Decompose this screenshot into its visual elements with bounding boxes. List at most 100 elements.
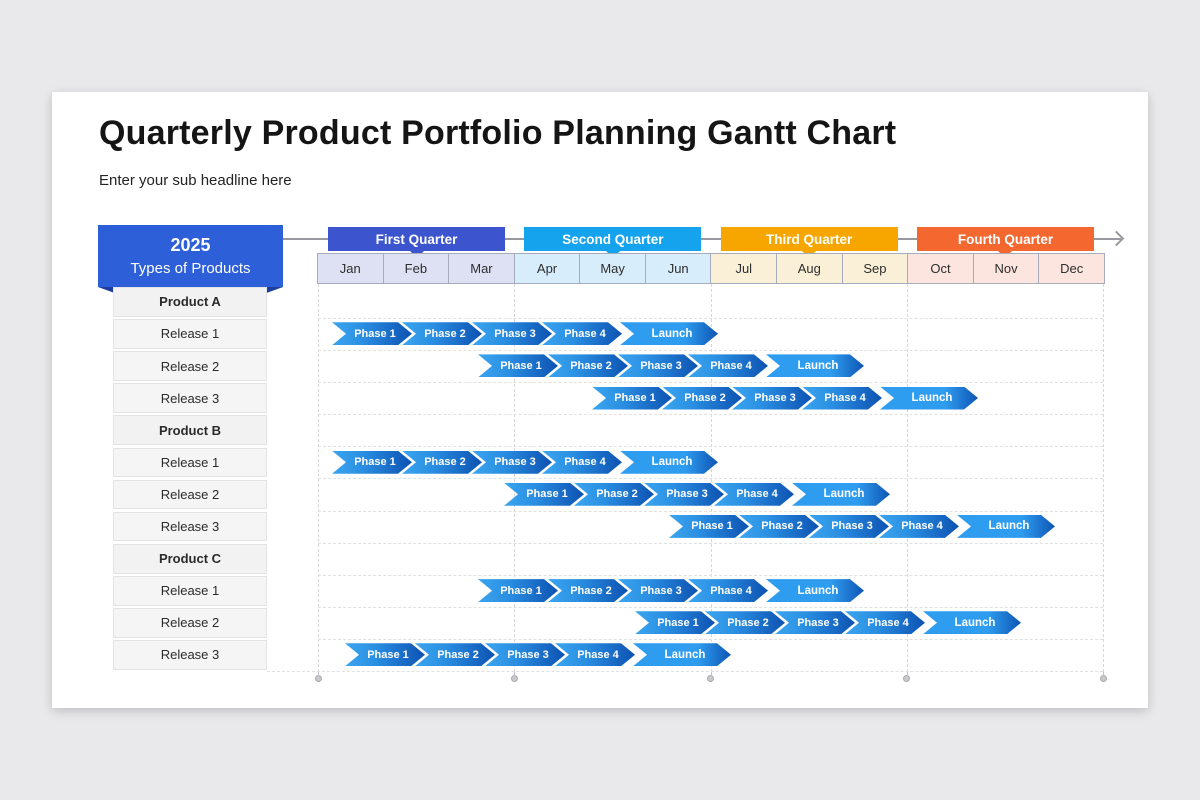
phase-segment-label: Phase 2 <box>402 450 482 474</box>
quarter-gridline <box>514 284 516 672</box>
phase-segment-phase-4: Phase 4 <box>542 322 622 346</box>
phase-segment-phase-2: Phase 2 <box>402 450 482 474</box>
phase-segment-phase-4: Phase 4 <box>688 354 768 378</box>
phase-segment-phase-1: Phase 1 <box>635 611 715 635</box>
launch-segment-label: Launch <box>880 386 978 410</box>
ribbon-label: Types of Products <box>130 260 251 277</box>
phase-segment-label: Phase 4 <box>555 643 635 667</box>
quarter-gridline <box>906 284 908 672</box>
phase-segment-label: Phase 3 <box>809 514 889 538</box>
row-separator <box>318 510 1103 512</box>
quarter-box-fourth-quarter: Fourth Quarter <box>916 227 1094 251</box>
gantt-bar-product-b-release-3: Phase 1 Phase 2 Phase 3 Phase 4 Launch <box>669 514 1055 538</box>
launch-segment: Launch <box>766 579 864 603</box>
phase-segment-label: Phase 3 <box>775 611 855 635</box>
timeline-arrow-icon <box>1108 230 1125 247</box>
year-ribbon: 2025 Types of Products <box>98 225 283 287</box>
phase-segment-label: Phase 1 <box>345 643 425 667</box>
phase-segment-phase-3: Phase 3 <box>618 354 698 378</box>
row-separator <box>318 317 1103 319</box>
phase-segment-phase-4: Phase 4 <box>555 643 635 667</box>
phase-segment-phase-4: Phase 4 <box>542 450 622 474</box>
launch-segment: Launch <box>633 643 731 667</box>
launch-segment: Launch <box>620 322 718 346</box>
launch-segment: Launch <box>957 514 1055 538</box>
phase-segment-label: Phase 1 <box>332 450 412 474</box>
phase-segment-phase-1: Phase 1 <box>478 579 558 603</box>
launch-segment-label: Launch <box>957 514 1055 538</box>
phase-segment-phase-4: Phase 4 <box>714 482 794 506</box>
launch-segment-label: Launch <box>792 482 890 506</box>
phase-segment-phase-4: Phase 4 <box>802 386 882 410</box>
phase-segment-label: Phase 1 <box>478 579 558 603</box>
phase-segment-label: Phase 2 <box>548 354 628 378</box>
launch-segment-label: Launch <box>633 643 731 667</box>
row-label-product-b-release-3: Release 3 <box>113 511 267 542</box>
phase-segment-phase-3: Phase 3 <box>472 450 552 474</box>
launch-segment: Launch <box>766 354 864 378</box>
phase-segment-label: Phase 1 <box>478 354 558 378</box>
month-cell-jun: Jun <box>644 254 711 283</box>
phase-segment-phase-2: Phase 2 <box>415 643 495 667</box>
launch-segment-label: Launch <box>620 450 718 474</box>
launch-segment-label: Launch <box>766 354 864 378</box>
phase-segment-label: Phase 4 <box>845 611 925 635</box>
phase-segment-phase-3: Phase 3 <box>775 611 855 635</box>
month-cell-jan: Jan <box>318 254 383 283</box>
phase-segment-label: Phase 4 <box>714 482 794 506</box>
row-separator <box>318 638 1103 640</box>
month-cell-sep: Sep <box>841 254 908 283</box>
month-cell-mar: Mar <box>448 254 514 283</box>
gantt-bar-product-c-release-2: Phase 1 Phase 2 Phase 3 Phase 4 Launch <box>635 611 1021 635</box>
phase-segment-label: Phase 1 <box>504 482 584 506</box>
phase-segment-phase-2: Phase 2 <box>574 482 654 506</box>
phase-segment-label: Phase 1 <box>635 611 715 635</box>
quarter-gridline <box>1103 284 1105 672</box>
quarter-marker-icon <box>903 672 911 682</box>
row-label-product-c-release-2: Release 2 <box>113 608 267 638</box>
phase-segment-label: Phase 4 <box>802 386 882 410</box>
phase-segment-phase-1: Phase 1 <box>478 354 558 378</box>
phase-segment-label: Phase 3 <box>732 386 812 410</box>
phase-segment-phase-3: Phase 3 <box>472 322 552 346</box>
quarter-gridline <box>710 284 712 672</box>
phase-segment-phase-2: Phase 2 <box>548 354 628 378</box>
row-label-product-a-release-1: Release 1 <box>113 319 267 349</box>
phase-segment-label: Phase 3 <box>472 322 552 346</box>
row-label-product-c-release-3: Release 3 <box>113 640 267 670</box>
gantt-bar-product-c-release-3: Phase 1 Phase 2 Phase 3 Phase 4 Launch <box>345 643 731 667</box>
gantt-bar-product-b-release-1: Phase 1 Phase 2 Phase 3 Phase 4 Launch <box>332 450 718 474</box>
gantt-bar-product-a-release-2: Phase 1 Phase 2 Phase 3 Phase 4 Launch <box>478 354 864 378</box>
phase-segment-label: Phase 2 <box>574 482 654 506</box>
month-cell-nov: Nov <box>972 254 1039 283</box>
quarter-marker-icon <box>510 672 518 682</box>
row-separator <box>318 478 1103 480</box>
month-cell-oct: Oct <box>907 254 973 283</box>
row-label-product-b-release-2: Release 2 <box>113 479 267 510</box>
row-separator <box>318 382 1103 384</box>
month-cell-may: May <box>579 254 645 283</box>
phase-segment-phase-4: Phase 4 <box>879 514 959 538</box>
month-cell-aug: Aug <box>776 254 842 283</box>
gantt-bar-product-b-release-2: Phase 1 Phase 2 Phase 3 Phase 4 Launch <box>504 482 890 506</box>
month-cell-feb: Feb <box>382 254 449 283</box>
phase-segment-phase-3: Phase 3 <box>618 579 698 603</box>
phase-segment-phase-1: Phase 1 <box>345 643 425 667</box>
phase-segment-label: Phase 1 <box>332 322 412 346</box>
row-label-product-b-release-1: Release 1 <box>113 447 267 478</box>
month-cell-jul: Jul <box>710 254 777 283</box>
phase-segment-phase-2: Phase 2 <box>705 611 785 635</box>
row-separator <box>318 542 1103 544</box>
row-label-product-a: Product A <box>113 287 267 317</box>
month-cell-dec: Dec <box>1038 254 1104 283</box>
phase-segment-label: Phase 3 <box>618 354 698 378</box>
gantt-bar-product-a-release-1: Phase 1 Phase 2 Phase 3 Phase 4 Launch <box>332 322 718 346</box>
phase-segment-label: Phase 2 <box>739 514 819 538</box>
launch-segment-label: Launch <box>923 611 1021 635</box>
quarter-marker-icon <box>314 672 322 682</box>
launch-segment-label: Launch <box>766 579 864 603</box>
phase-segment-label: Phase 4 <box>688 579 768 603</box>
quarter-box-third-quarter: Third Quarter <box>720 227 898 251</box>
row-label-product-b: Product B <box>113 415 267 446</box>
row-label-product-a-release-2: Release 2 <box>113 351 267 381</box>
